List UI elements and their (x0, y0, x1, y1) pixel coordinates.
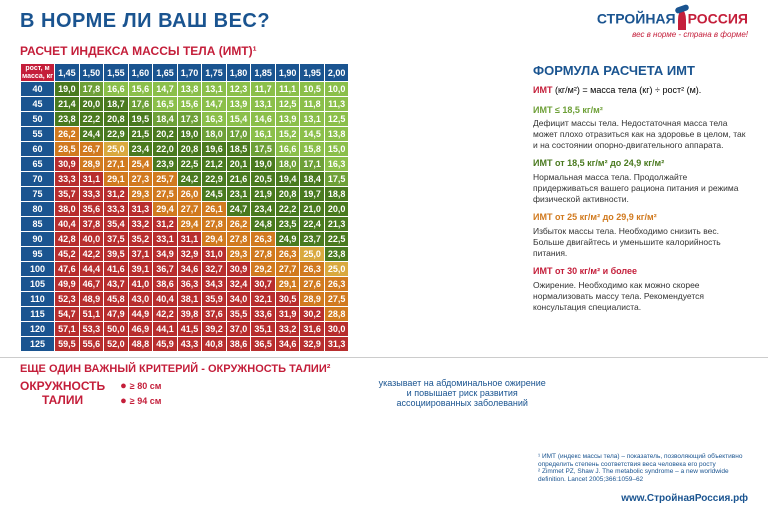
waist-thresholds: ≥ 80 см≥ 94 см (120, 380, 161, 407)
category-obesity: ИМТ от 30 кг/м² и болееОжирение. Необход… (533, 266, 748, 313)
formula: ИМТ (кг/м²) = масса тела (кг) ÷ рост² (м… (533, 85, 748, 97)
website-url: www.СтройнаяРоссия.рф (621, 493, 748, 504)
footnotes: ¹ ИМТ (индекс массы тела) – показатель, … (538, 453, 748, 484)
bmi-table: рост, ммасса, кг1,451,501,551,601,651,70… (20, 63, 349, 352)
page-title: В НОРМЕ ЛИ ВАШ ВЕС? (20, 10, 270, 39)
waist-text: указывает на абдоминальное ожирениеи пов… (176, 378, 748, 408)
category-overweight: ИМТ от 25 кг/м² до 29,9 кг/м²Избыток мас… (533, 212, 748, 259)
waist-section: ЕЩЕ ОДИН ВАЖНЫЙ КРИТЕРИЙ - ОКРУЖНОСТЬ ТА… (0, 357, 768, 413)
category-normal: ИМТ от 18,5 кг/м² до 24,9 кг/м²Нормальна… (533, 158, 748, 205)
logo: СТРОЙНАЯРОССИЯ вес в норме - страна в фо… (597, 10, 748, 39)
formula-title: ФОРМУЛА РАСЧЕТА ИМТ (533, 63, 748, 80)
category-deficit: ИМТ ≤ 18,5 кг/м²Дефицит массы тела. Недо… (533, 105, 748, 152)
subtitle: РАСЧЕТ ИНДЕКСА МАССЫ ТЕЛА (ИМТ)¹ (0, 44, 768, 63)
waist-label: ОКРУЖНОСТЬТАЛИИ (20, 379, 105, 408)
